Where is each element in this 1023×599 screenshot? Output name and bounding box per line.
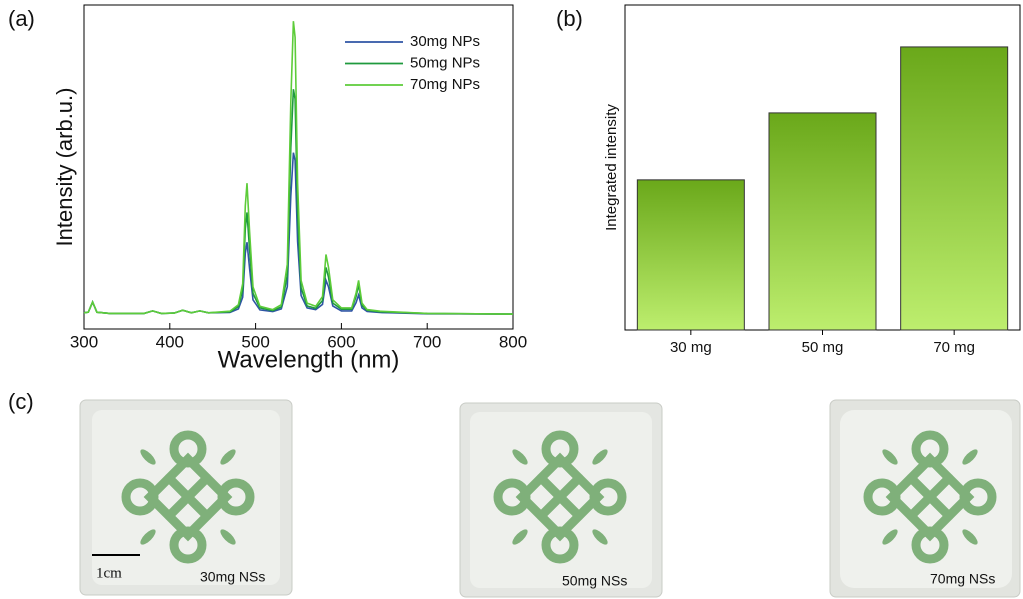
logo [126,435,250,559]
panel-label: (b) [556,6,583,31]
x-tick-label: 300 [70,332,98,351]
logo [498,435,622,559]
bar [769,113,876,330]
x-tick-label: 400 [156,332,184,351]
photo-caption: 30mg NSs [200,569,265,585]
figure: (c) 1cm 30mg NSs 50mg NSs 70mg NSs (a) 30… [0,0,1023,599]
x-tick-label: 70 mg [933,339,975,356]
panel-label: (a) [8,6,35,31]
legend-label: 50mg NPs [410,54,480,71]
scale-bar-label: 1cm [96,565,122,581]
legend-label: 70mg NPs [410,76,480,93]
y-axis-label: Intensity (arb.u.) [52,88,77,247]
x-tick-label: 30 mg [670,339,712,356]
bar [637,180,744,330]
logo [868,435,992,559]
legend-label: 30mg NPs [410,33,480,50]
photo-caption: 70mg NSs [930,571,995,587]
photo-panel: (c) 1cm 30mg NSs 50mg NSs 70mg NSs [8,389,1020,597]
panel-label: (c) [8,389,34,414]
photo-caption: 50mg NSs [562,573,627,589]
bar [901,47,1008,330]
x-tick-label: 50 mg [802,339,844,356]
y-axis-label: Integrated intensity [603,104,620,231]
x-tick-label: 700 [413,332,441,351]
x-tick-label: 800 [499,332,527,351]
x-axis-label: Wavelength (nm) [218,346,400,373]
